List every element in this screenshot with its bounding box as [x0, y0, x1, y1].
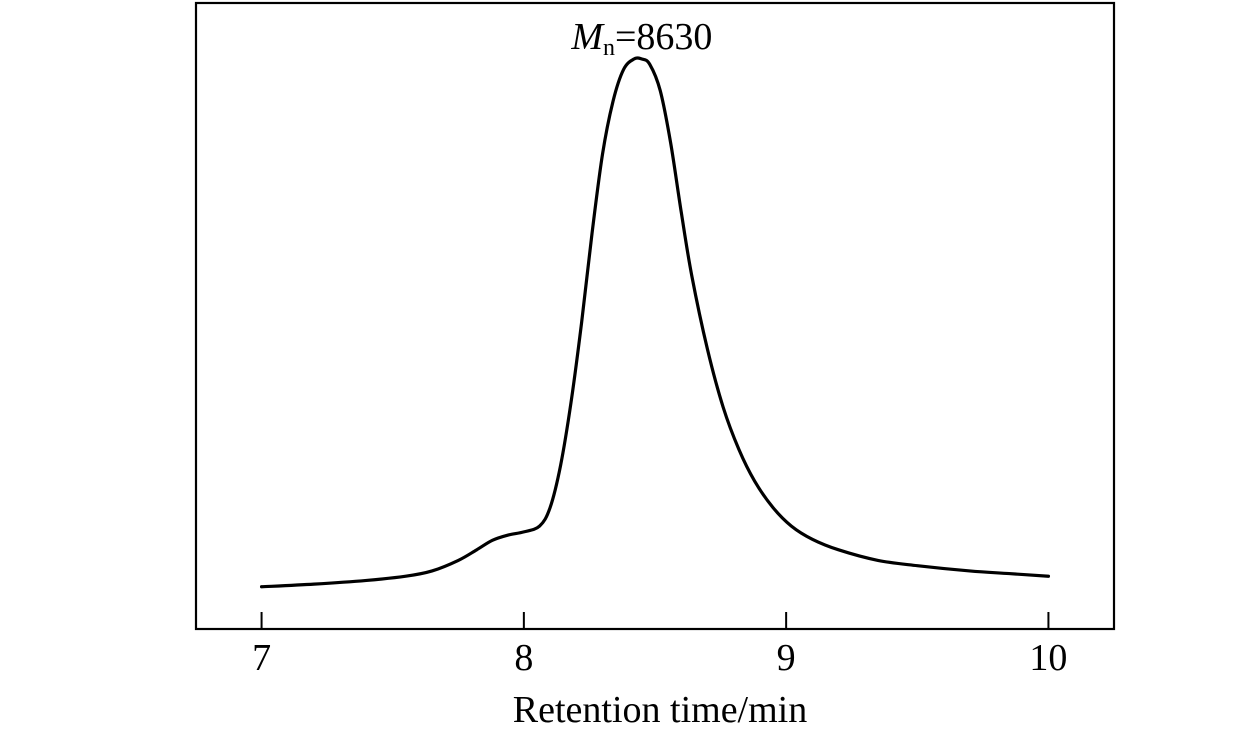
- x-tick-label-1: 8: [514, 637, 533, 679]
- plot-frame: [194, 1, 1116, 631]
- x-axis-tick-labels: 7 8 9 10: [252, 637, 1067, 679]
- annotation-subscript: n: [603, 35, 615, 61]
- annotation-symbol: M: [570, 16, 605, 58]
- series-line: [259, 56, 1051, 589]
- x-tick-label-2: 9: [777, 637, 796, 679]
- annotation-value: =8630: [615, 16, 712, 58]
- x-axis-label: Retention time/min: [513, 689, 807, 731]
- peak-annotation: Mn=8630: [570, 16, 712, 61]
- x-tick-label-3: 10: [1029, 637, 1067, 679]
- x-axis-ticks: [260, 612, 1050, 629]
- x-tick-label-0: 7: [252, 637, 271, 679]
